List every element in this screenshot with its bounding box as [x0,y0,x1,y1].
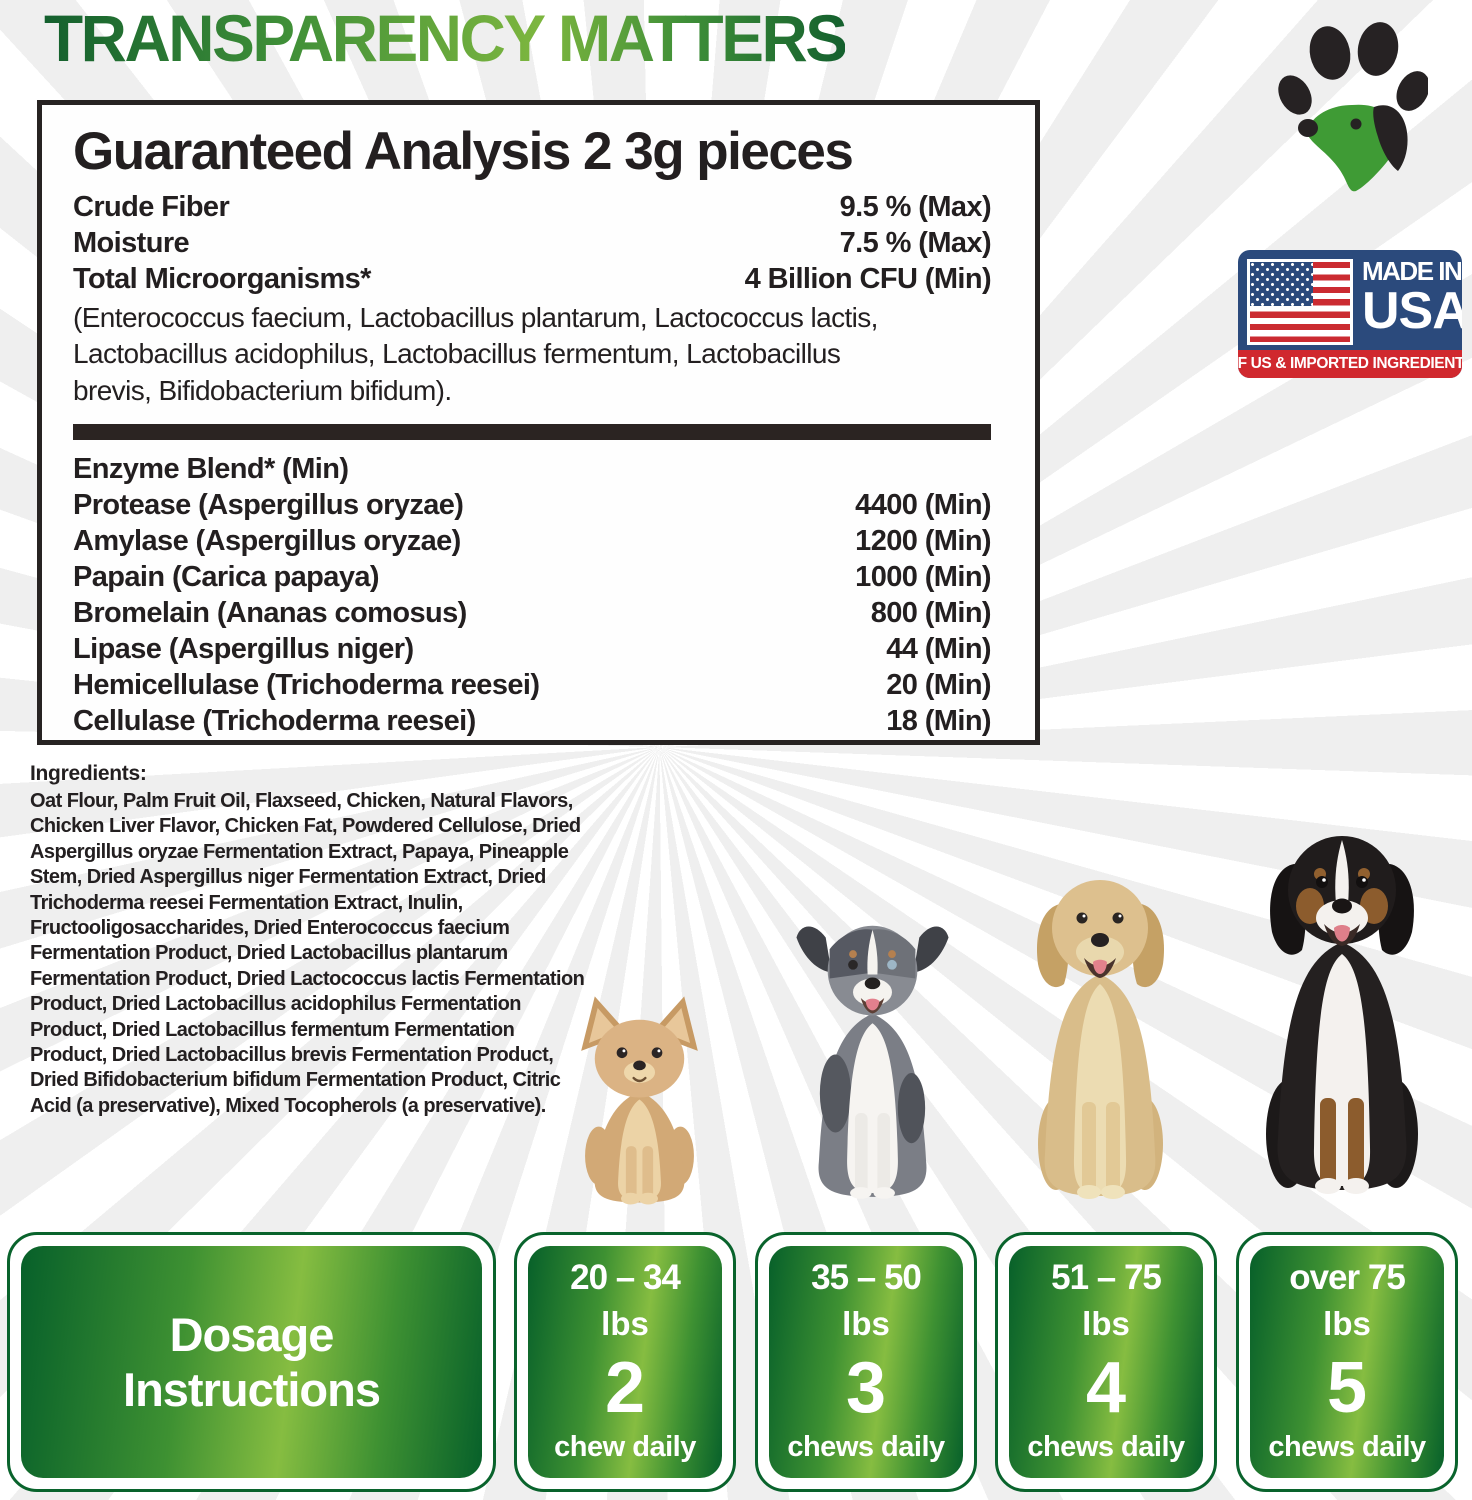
chew-count: 4 [1085,1347,1127,1428]
weight-range: 35 – 50 [811,1258,922,1297]
dosage-card-51-75: 51 – 75 lbs 4 chews daily [995,1232,1217,1492]
usa-line: USA [1362,282,1462,340]
made-in-usa-text: MADE IN USA [1362,256,1462,340]
enzyme-label: Papain (Carica papaya) [73,560,380,593]
enzyme-row: Hemicellulase (Trichoderma reesei) 20 (M… [73,668,992,704]
chew-caption: chew daily [554,1430,696,1463]
chew-count: 3 [845,1347,887,1428]
dog-australian-shepherd-image [775,907,970,1202]
weight-unit: lbs [1323,1305,1371,1343]
enzyme-value: 18 (Min) [886,704,991,737]
enzyme-value: 20 (Min) [886,668,991,701]
analysis-value: 7.5 % (Max) [839,226,992,259]
analysis-value: 9.5 % (Max) [839,191,992,223]
enzyme-value: 4400 (Min) [855,488,991,521]
page-title: TRANSPARENCY MATTERS [44,1,848,75]
enzyme-value: 44 (Min) [886,632,991,665]
analysis-label: Crude Fiber [73,191,230,223]
dosage-card-35-50: 35 – 50 lbs 3 chews daily [755,1232,977,1492]
enzyme-label: Protease (Aspergillus oryzae) [73,488,464,521]
dosage-instructions-panel: Dosage Instructions [7,1232,496,1492]
ingredients-heading: Ingredients: [30,762,147,785]
dosage-card-over-75: over 75 lbs 5 chews daily [1236,1232,1458,1492]
enzyme-label: Cellulase (Trichoderma reesei) [73,704,476,737]
ingredients-text: Oat Flour, Palm Fruit Oil, Flaxseed, Chi… [30,790,585,1117]
analysis-value: 4 Billion CFU (Min) [744,262,992,295]
analysis-label: Total Microorganisms* [73,262,371,295]
made-in-usa-badge: MADE IN USA OF US & IMPORTED INGREDIENTS [1238,250,1462,378]
enzyme-label: Lipase (Aspergillus niger) [73,632,414,665]
enzyme-row: Amylase (Aspergillus oryzae) 1200 (Min) [73,524,992,560]
analysis-heading: Guaranteed Analysis 2 3g pieces [73,122,854,181]
weight-unit: lbs [601,1305,649,1343]
analysis-label: Moisture [73,226,190,259]
enzyme-value: 1200 (Min) [855,524,991,557]
made-in-line: MADE IN [1362,256,1462,286]
chew-caption: chews daily [1268,1430,1426,1463]
enzyme-row: Papain (Carica papaya) 1000 (Min) [73,560,992,596]
enzyme-row: Bromelain (Ananas comosus) 800 (Min) [73,596,992,632]
enzyme-value: 800 (Min) [870,596,992,629]
analysis-row: Crude Fiber 9.5 % (Max) [73,190,992,226]
analysis-row: Moisture 7.5 % (Max) [73,226,992,262]
enzyme-label: Bromelain (Ananas comosus) [73,596,467,629]
ingredients-block: Ingredients: Oat Flour, Palm Fruit Oil, … [30,762,590,1119]
chew-count: 2 [604,1347,646,1428]
us-flag-icon [1247,259,1353,345]
dog-golden-retriever-image [998,862,1203,1202]
analysis-row: Total Microorganisms* 4 Billion CFU (Min… [73,262,992,298]
section-divider [73,424,991,441]
chew-caption: chews daily [1027,1430,1185,1463]
dog-chihuahua-image [552,990,727,1205]
dosage-title: Dosage Instructions [21,1246,482,1478]
dog-bernese-mountain-dog-image [1222,818,1462,1203]
enzyme-blend-heading: Enzyme Blend* (Min) [73,453,349,486]
guaranteed-analysis-panel: Guaranteed Analysis 2 3g pieces Crude Fi… [37,100,1040,745]
usa-subtext: OF US & IMPORTED INGREDIENTS [1238,350,1462,378]
flag-canton [1250,262,1313,306]
enzyme-row: Protease (Aspergillus oryzae) 4400 (Min) [73,488,992,524]
weight-unit: lbs [1082,1305,1130,1343]
weight-unit: lbs [842,1305,890,1343]
microorganisms-note: (Enterococcus faecium, Lactobacillus pla… [73,301,878,406]
weight-range: 20 – 34 [570,1258,681,1297]
enzyme-label: Amylase (Aspergillus oryzae) [73,524,461,557]
paw-dog-logo-icon [1278,20,1430,212]
weight-range: 51 – 75 [1051,1258,1162,1297]
enzyme-label: Hemicellulase (Trichoderma reesei) [73,668,540,701]
weight-range: over 75 [1289,1258,1406,1297]
dosage-card-20-34: 20 – 34 lbs 2 chew daily [514,1232,736,1492]
enzyme-value: 1000 (Min) [855,560,991,593]
enzyme-row: Cellulase (Trichoderma reesei) 18 (Min) [73,704,992,740]
chew-caption: chews daily [787,1430,945,1463]
enzyme-row: Lipase (Aspergillus niger) 44 (Min) [73,632,992,668]
chew-count: 5 [1326,1347,1368,1428]
